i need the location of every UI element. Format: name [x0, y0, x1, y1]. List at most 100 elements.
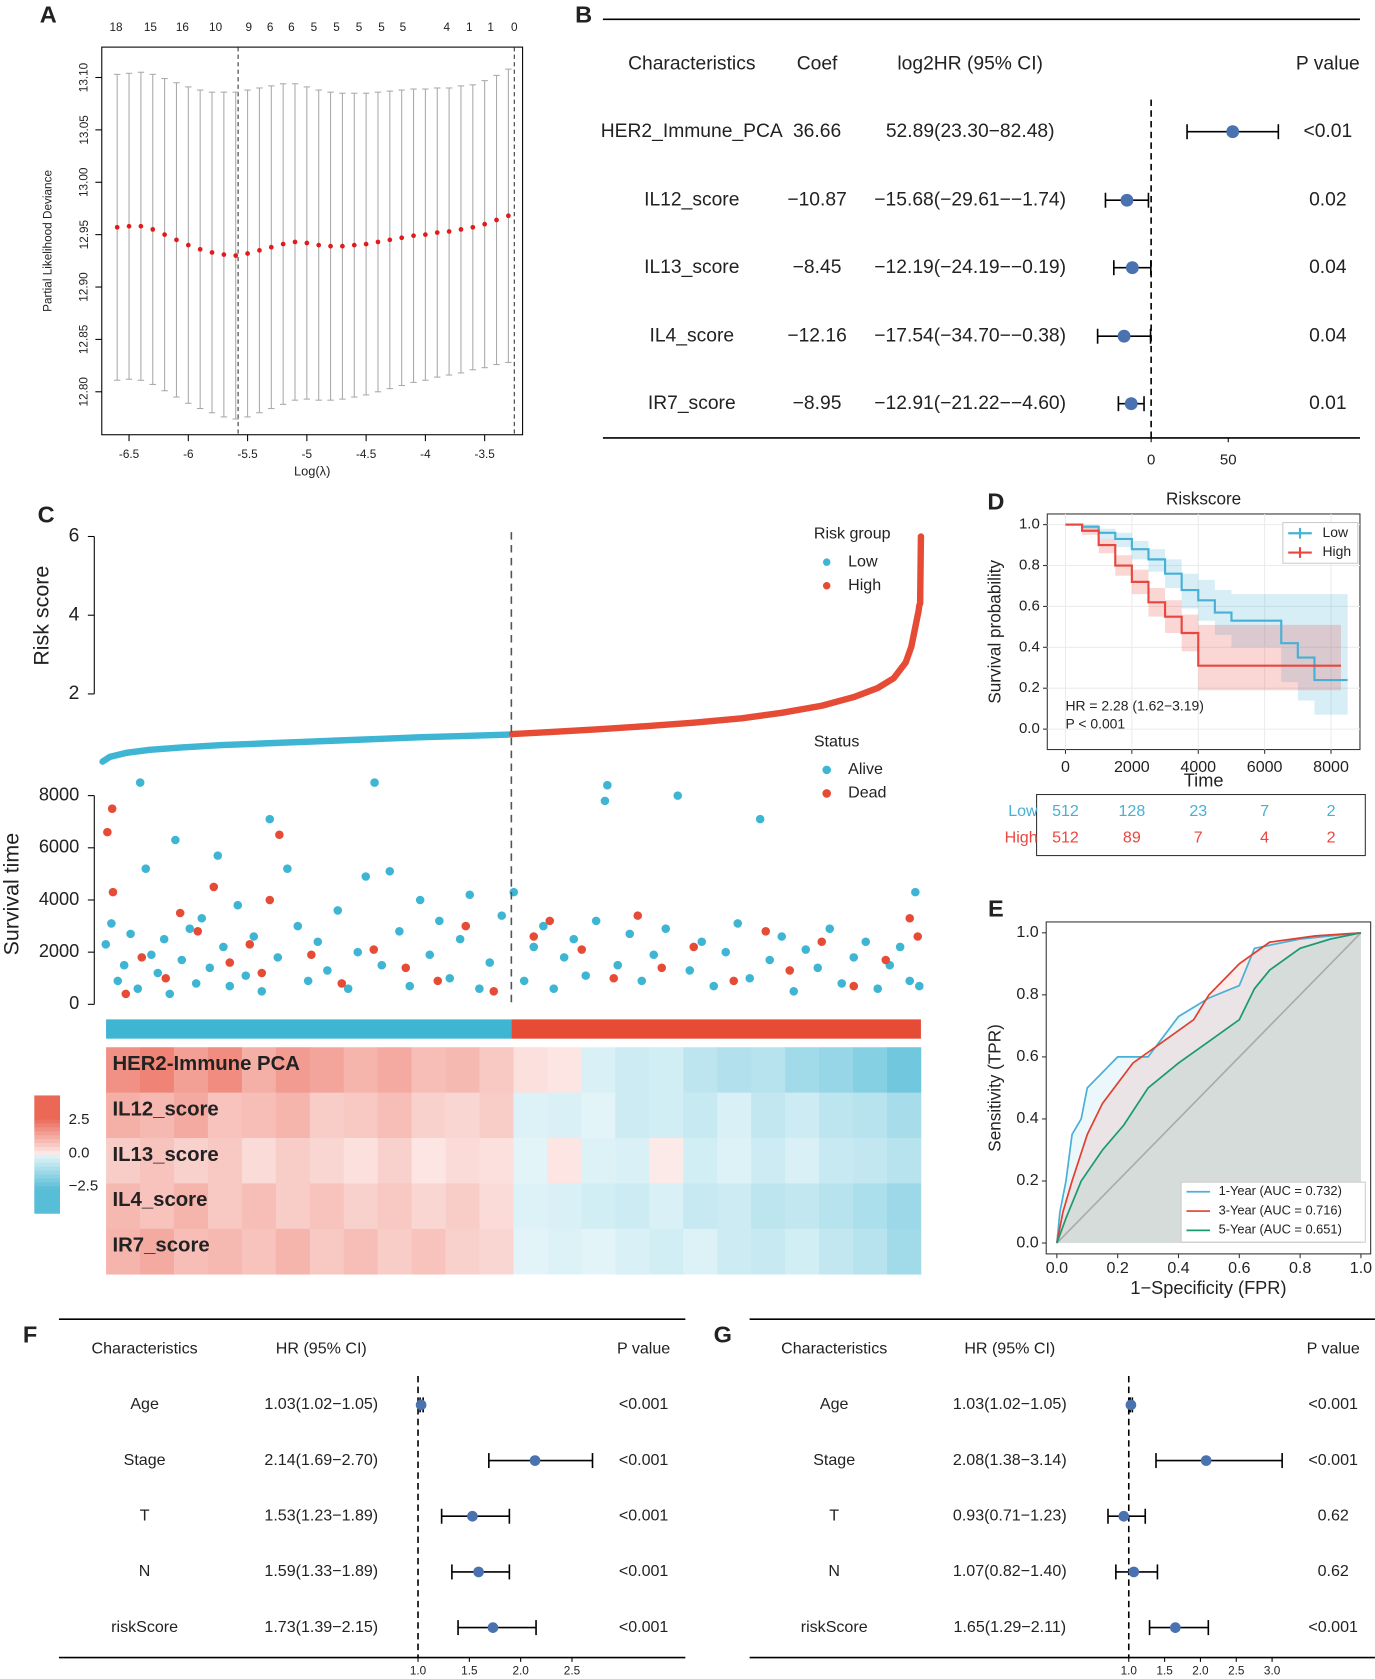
point — [213, 851, 223, 860]
point — [245, 940, 255, 949]
heat-cell — [853, 1183, 888, 1230]
y-axis-label: Risk score — [30, 566, 54, 666]
point — [633, 911, 643, 920]
heat-cell — [547, 1183, 582, 1230]
point — [837, 979, 847, 988]
point — [113, 976, 123, 986]
x-tick-label: 0.8 — [1289, 1259, 1311, 1277]
legend-box — [1180, 1181, 1366, 1243]
point — [411, 233, 416, 239]
colorbar-slice — [34, 1099, 61, 1104]
heat-cell — [751, 1183, 786, 1230]
heat-cell — [853, 1047, 888, 1093]
x-tick-label: -6.5 — [119, 448, 140, 461]
heat-cell — [649, 1183, 684, 1230]
point — [370, 778, 379, 787]
heat-cell — [479, 1183, 514, 1230]
panel-label: E — [988, 895, 1004, 921]
point — [913, 932, 923, 941]
table-cell: <0.001 — [619, 1618, 669, 1636]
y-tick-label: 6000 — [39, 837, 79, 857]
top-tick-label: 5 — [311, 21, 318, 34]
heat-cell — [377, 1183, 412, 1230]
point — [126, 223, 132, 229]
point — [265, 814, 275, 824]
y-tick-label: 0.8 — [1019, 556, 1040, 573]
heat-cell — [683, 1092, 718, 1139]
point — [375, 239, 381, 245]
y-tick-label: 0.0 — [1019, 720, 1040, 737]
table-cell: 52.89(23.30−82.48) — [886, 121, 1055, 142]
heat-cell — [106, 1138, 141, 1184]
point — [257, 248, 262, 253]
heat-cell — [309, 1183, 345, 1230]
heat-cell — [479, 1228, 514, 1275]
colorbar-slice — [34, 1111, 61, 1116]
point — [661, 924, 671, 933]
heat-cell — [343, 1047, 379, 1093]
heat-cell — [615, 1183, 650, 1230]
legend-swatch — [822, 789, 831, 798]
risk-table-value: 4 — [1260, 829, 1269, 847]
table-cell: −12.19(−24.19−−0.19) — [874, 257, 1066, 278]
x-tick-label: 6000 — [1247, 758, 1283, 776]
point — [369, 945, 379, 954]
column-header: P value — [1307, 1339, 1360, 1357]
heat-cell — [853, 1092, 888, 1139]
heat-cell — [377, 1228, 412, 1275]
risk-table-value: 89 — [1123, 829, 1141, 847]
point — [209, 250, 215, 255]
heat-cell — [445, 1183, 480, 1230]
heat-cell — [615, 1228, 650, 1275]
x-tick-label: 2.0 — [1192, 1665, 1209, 1678]
table-cell: HER2_Immune_PCA — [601, 121, 783, 142]
point — [817, 937, 827, 947]
heat-cell — [173, 1047, 209, 1093]
point — [849, 953, 859, 962]
y-axis-label: Survival probability — [984, 559, 1004, 703]
point — [137, 953, 147, 962]
heat-cell — [785, 1228, 820, 1275]
table-cell: <0.001 — [1308, 1395, 1358, 1413]
point — [423, 232, 428, 237]
y-tick-label: 12.80 — [78, 377, 91, 407]
y-tick-label: 12.85 — [78, 324, 91, 354]
point — [482, 221, 488, 227]
point — [147, 950, 156, 960]
point — [689, 942, 699, 952]
point — [307, 950, 316, 960]
point — [825, 924, 835, 933]
point — [600, 796, 610, 806]
point — [813, 963, 823, 973]
colorbar-slice — [34, 1162, 61, 1167]
table-cell: <0.001 — [1308, 1618, 1358, 1636]
point — [377, 960, 387, 970]
heat-cell — [479, 1047, 514, 1093]
point — [425, 950, 435, 960]
heat-cell — [581, 1047, 616, 1093]
y-axis-label: Sensitivity (TPR) — [984, 1024, 1004, 1152]
heat-cell — [207, 1183, 243, 1230]
heat-cell — [886, 1092, 922, 1139]
risk-curve — [99, 731, 515, 765]
heat-cell — [785, 1047, 820, 1093]
point — [497, 911, 507, 920]
point — [789, 987, 799, 996]
point — [313, 937, 323, 947]
top-tick-label: 5 — [378, 21, 385, 34]
heat-cell — [717, 1138, 752, 1184]
y-tick-label: 0.6 — [1019, 597, 1040, 614]
table-cell: 0.62 — [1318, 1562, 1349, 1580]
heat-cell — [207, 1228, 243, 1275]
point — [175, 908, 185, 918]
x-tick-label: 2.0 — [512, 1665, 529, 1678]
colorbar-slice — [34, 1118, 61, 1124]
colorbar-slice — [34, 1126, 61, 1132]
point — [637, 976, 647, 986]
legend-box — [1282, 522, 1359, 564]
legend-label: Alive — [848, 760, 883, 778]
heat-cell — [547, 1092, 582, 1139]
point — [292, 239, 298, 245]
heat-cell — [241, 1138, 277, 1184]
